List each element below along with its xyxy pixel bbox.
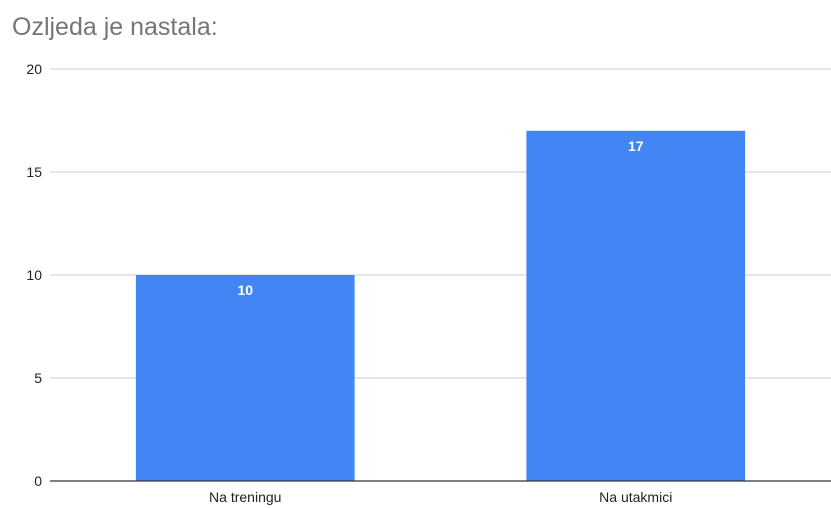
bar-value-label: 10: [237, 282, 253, 298]
y-tick-label: 20: [26, 61, 42, 77]
chart-title: Ozljeda je nastala:: [12, 13, 218, 41]
bar-2[interactable]: [526, 130, 746, 482]
x-axis-category-labels: Na treningu Na utakmici: [209, 489, 672, 505]
y-tick-label: 0: [34, 473, 42, 489]
y-tick-label: 15: [26, 164, 42, 180]
bar-value-label: 17: [628, 138, 644, 154]
data-labels: 10 17: [237, 138, 643, 298]
y-tick-label: 5: [34, 370, 42, 386]
x-category-label: Na utakmici: [599, 489, 672, 505]
y-axis-tick-labels: 0 5 10 15 20: [26, 61, 42, 489]
y-tick-label: 10: [26, 267, 42, 283]
bars: [135, 130, 746, 482]
bar-1[interactable]: [135, 275, 355, 481]
x-category-label: Na treningu: [209, 489, 281, 505]
